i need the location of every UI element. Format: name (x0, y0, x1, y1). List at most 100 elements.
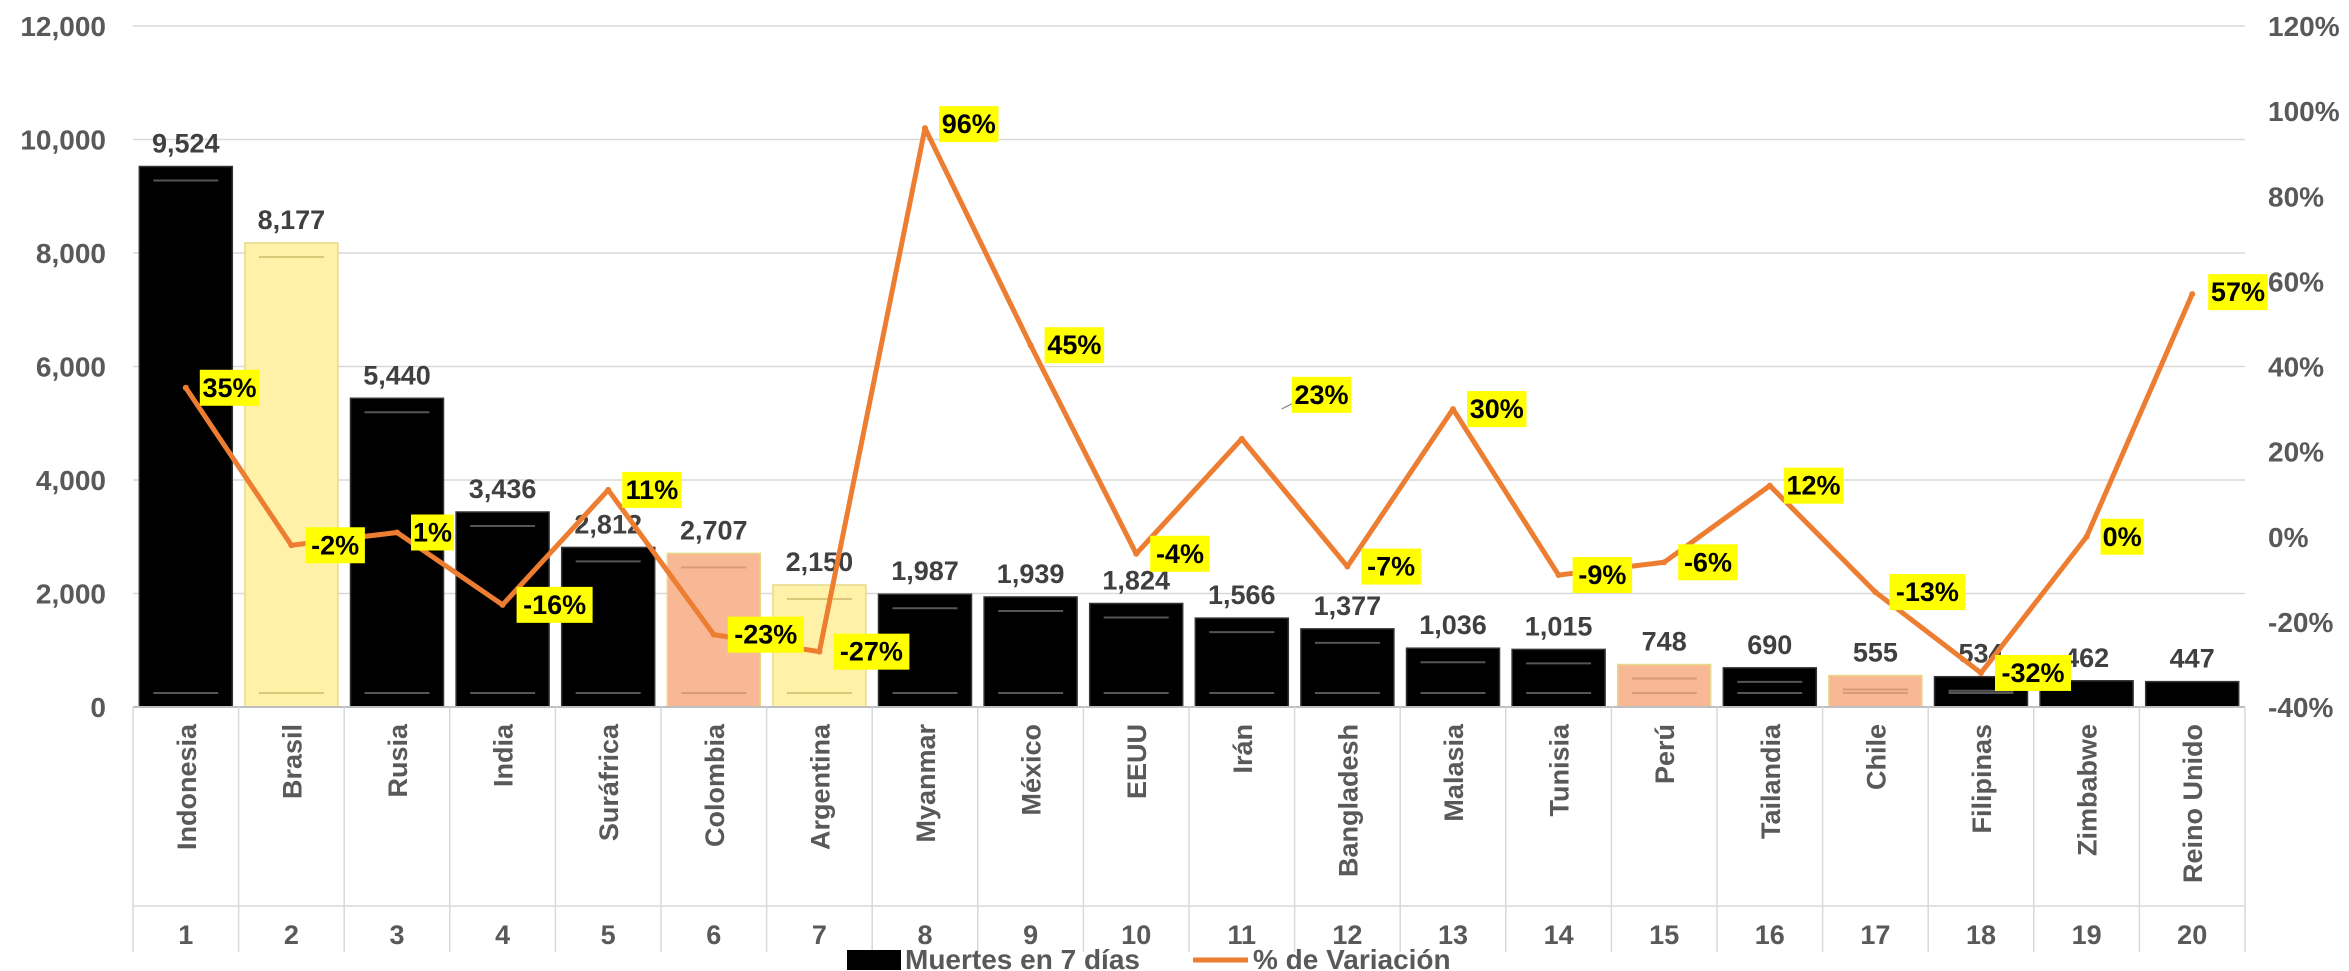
line-point (499, 601, 506, 608)
line-point (1978, 669, 1984, 676)
line-point (816, 648, 823, 655)
line-point (2189, 291, 2196, 298)
category-label: India (489, 723, 519, 787)
rank-label: 17 (1860, 920, 1890, 950)
left-tick-label: 0 (90, 692, 106, 723)
left-tick-label: 8,000 (36, 238, 106, 269)
rank-label: 4 (495, 920, 510, 950)
line-value-label: -23% (734, 620, 797, 650)
line-point (1238, 435, 1245, 442)
line-label-box (1467, 391, 1527, 428)
line-value-label: -4% (1156, 539, 1204, 569)
bar-value-label: 1,377 (1314, 591, 1382, 621)
bar-series (138, 165, 2240, 708)
bar (1300, 628, 1395, 708)
rank-label: 14 (1544, 920, 1574, 950)
line-point (605, 486, 612, 493)
gridlines (133, 25, 2245, 595)
bar-value-label: 5,440 (363, 360, 431, 390)
rank-label: 15 (1649, 920, 1679, 950)
right-tick-label: 20% (2268, 437, 2324, 468)
line-value-label: 45% (1047, 330, 1101, 360)
category-label: México (1017, 724, 1047, 816)
rank-label: 18 (1966, 920, 1996, 950)
category-label: Tunisia (1545, 723, 1575, 816)
line-label-box (2208, 274, 2268, 311)
line-value-label: 0% (2103, 522, 2142, 552)
line-value-label: -6% (1684, 547, 1732, 577)
line-label-box (1291, 376, 1352, 413)
category-label: Suráfrica (594, 723, 624, 841)
bar (1405, 647, 1501, 708)
bar (1088, 602, 1184, 708)
rank-label: 11 (1228, 920, 1257, 950)
line-point (394, 529, 400, 536)
rank-label: 9 (1023, 920, 1038, 950)
bar-value-label: 1,015 (1525, 611, 1593, 641)
line-series (182, 125, 2196, 676)
line-point (1450, 406, 1456, 413)
category-label: Chile (1861, 724, 1891, 790)
rank-label: 10 (1121, 920, 1151, 950)
legend-bar-swatch (847, 950, 901, 970)
line-value-label: 30% (1470, 394, 1524, 424)
line-value-label: -7% (1367, 552, 1415, 582)
bar-value-label: 462 (2064, 643, 2109, 673)
right-tick-label: 120% (2268, 11, 2340, 42)
bar-value-label: 447 (2170, 644, 2215, 674)
line-label-box (1044, 327, 1105, 364)
bar (560, 546, 656, 708)
bar-value-label: 2,707 (680, 515, 748, 545)
category-label: Malasia (1439, 723, 1469, 822)
line-label-box (939, 106, 999, 143)
category-label: Tailandia (1756, 723, 1786, 839)
bar (1828, 674, 1923, 708)
category-table: Indonesia 1 Brasil 2 Rusia 3 India 4 Suráfrica 5 C… (132, 706, 2246, 952)
bar-value-label: 1,939 (997, 559, 1065, 589)
line-value-label: 1% (413, 517, 452, 547)
category-label: Filipinas (1967, 724, 1997, 834)
line-label-box (727, 616, 804, 653)
rank-label: 12 (1332, 920, 1362, 950)
bar-value-label: 1,987 (891, 556, 959, 586)
legend: Muertes en 7 días % de Variación (847, 944, 1451, 971)
category-label: Rusia (383, 723, 413, 798)
line-point (1133, 550, 1140, 557)
rank-label: 13 (1438, 920, 1468, 950)
category-label: Zimbabwe (2073, 724, 2103, 856)
line-point (710, 631, 717, 638)
bar (1722, 667, 1818, 708)
right-tick-label: 40% (2268, 352, 2324, 383)
bar-value-label: 1,566 (1208, 580, 1276, 610)
right-tick-label: -20% (2268, 607, 2333, 638)
line-label-box (305, 527, 365, 564)
line-label-box (1889, 574, 1966, 611)
line-value-label: 57% (2211, 277, 2265, 307)
bar-value-label: 9,524 (152, 129, 220, 159)
line-label-box (411, 514, 454, 551)
line-value-label: -9% (1578, 560, 1626, 590)
line-point (2083, 533, 2090, 540)
line-value-label: 96% (942, 109, 996, 139)
left-tick-label: 12,000 (20, 11, 106, 42)
rank-label: 19 (2072, 920, 2102, 950)
rank-label: 7 (812, 920, 827, 950)
left-tick-label: 6,000 (36, 352, 106, 383)
rank-label: 3 (389, 920, 404, 950)
category-label: Colombia (700, 723, 730, 847)
line-point (182, 384, 189, 391)
line-label-box (622, 471, 682, 508)
line-label-box (1783, 467, 1844, 504)
line-point (1766, 482, 1773, 489)
bar (1616, 663, 1712, 708)
right-tick-label: 60% (2268, 266, 2324, 297)
line-value-label: -27% (840, 637, 903, 667)
bar (1511, 648, 1606, 708)
line-label-box (1995, 654, 2071, 691)
right-tick-label: 0% (2268, 522, 2309, 553)
rank-label: 6 (706, 920, 721, 950)
line-label-box (1678, 544, 1738, 581)
